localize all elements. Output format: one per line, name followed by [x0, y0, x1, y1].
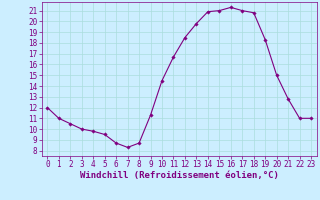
X-axis label: Windchill (Refroidissement éolien,°C): Windchill (Refroidissement éolien,°C)	[80, 171, 279, 180]
